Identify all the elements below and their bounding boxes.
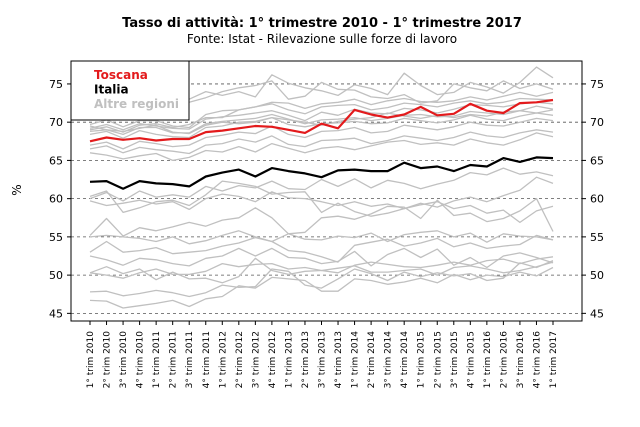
y-tick-label-left-70: 70 [49,116,63,129]
legend-item-toscana: Toscana [94,68,148,82]
series-altre-regioni-group [89,66,554,309]
x-tick-label: 3° trim 2015 [450,331,460,388]
x-tick-label: 1° trim 2015 [417,331,427,388]
series-line-altre-regioni-4 [89,97,554,129]
x-tick-label: 4° trim 2010 [136,331,146,389]
y-tick-label-right-55: 55 [590,231,604,244]
series-line-altre-regioni-17 [89,234,554,263]
chart-subtitle: Fonte: Istat - Rilevazione sulle forze d… [187,32,457,46]
y-axis-label: % [10,184,24,195]
y-tick-label-left-45: 45 [49,307,63,320]
series-main-group [89,98,554,190]
y-tick-label-left-60: 60 [49,193,63,206]
x-tick-label: 4° trim 2013 [334,331,344,388]
x-tick-label: 1° trim 2012 [218,331,228,388]
series-line-altre-regioni-1 [89,101,554,131]
x-tick-label: 1° trim 2013 [284,331,294,388]
series-line-altre-regioni-3 [89,105,554,136]
x-tick-label: 4° trim 2014 [400,331,410,389]
x-tick-label: 4° trim 2011 [202,331,212,388]
series-line-altre-regioni-22 [89,266,554,309]
series-line-toscana [89,98,554,143]
x-tick-label: 1° trim 2016 [483,331,493,389]
x-tick-label: 2° trim 2011 [169,331,179,388]
series-line-altre-regioni-10 [89,109,554,135]
chart-title: Tasso di attività: 1° trimestre 2010 - 1… [122,16,522,31]
y-tick-label-left-55: 55 [49,231,63,244]
x-tick-label: 3° trim 2012 [251,331,261,388]
x-tick-label: 3° trim 2011 [185,331,195,388]
x-tick-label: 1° trim 2010 [86,331,96,389]
series-line-italia [89,156,554,190]
x-tick-label: 1° trim 2014 [351,331,361,389]
y-tick-label-right-75: 75 [590,78,604,91]
legend-box [70,60,190,121]
x-tick-label: 2° trim 2014 [367,331,377,389]
x-ticks: 1° trim 2010 2° trim 2010 3° trim 2010 4° t… [86,321,559,388]
y-tick-label-right-60: 60 [590,193,604,206]
y-tick-label-right-65: 65 [590,154,604,167]
y-ticks-right: 45 50 55 60 65 70 75 [582,78,604,320]
x-tick-label: 2° trim 2013 [301,331,311,388]
x-tick-label: 4° trim 2012 [268,331,278,388]
plot-frame [70,60,583,322]
series-line-altre-regioni-14 [89,180,554,224]
x-tick-label: 2° trim 2012 [235,331,245,388]
series-line-altre-regioni-20 [89,257,554,284]
series-line-altre-regioni-16 [89,230,554,245]
y-tick-label-left-50: 50 [49,269,63,282]
y-tick-label-left-75: 75 [49,78,63,91]
x-tick-label: 4° trim 2016 [532,331,542,389]
x-tick-label: 3° trim 2014 [384,331,394,389]
series-line-altre-regioni-2 [89,91,554,133]
series-line-altre-regioni-21 [89,260,554,298]
series-line-altre-regioni-7 [89,129,554,155]
series-line-altre-regioni-18 [89,247,554,269]
x-tick-label: 1° trim 2011 [152,331,162,388]
x-tick-label: 2° trim 2016 [499,331,509,389]
x-tick-label: 3° trim 2016 [516,331,526,389]
y-ticks-left: 45 50 55 60 65 70 75 [49,78,71,320]
series-line-altre-regioni-13 [89,176,554,211]
x-tick-label: 3° trim 2010 [119,331,129,389]
y-tick-label-right-45: 45 [590,307,604,320]
series-line-altre-regioni-6 [89,117,554,150]
x-tick-label: 2° trim 2010 [103,331,113,389]
x-tick-label: 3° trim 2013 [318,331,328,388]
legend-item-italia: Italia [94,83,129,97]
y-tick-label-left-65: 65 [49,154,63,167]
y-tick-label-right-50: 50 [590,269,604,282]
series-line-altre-regioni-12 [89,167,554,202]
x-tick-label: 2° trim 2015 [433,331,443,388]
x-tick-label: 1° trim 2017 [549,331,559,388]
series-line-altre-regioni-15 [89,197,554,237]
y-tick-label-right-70: 70 [590,116,604,129]
legend-item-altre-regioni: Altre regioni [94,97,179,111]
x-tick-label: 4° trim 2015 [466,331,476,388]
series-line-altre-regioni-11 [89,132,554,162]
